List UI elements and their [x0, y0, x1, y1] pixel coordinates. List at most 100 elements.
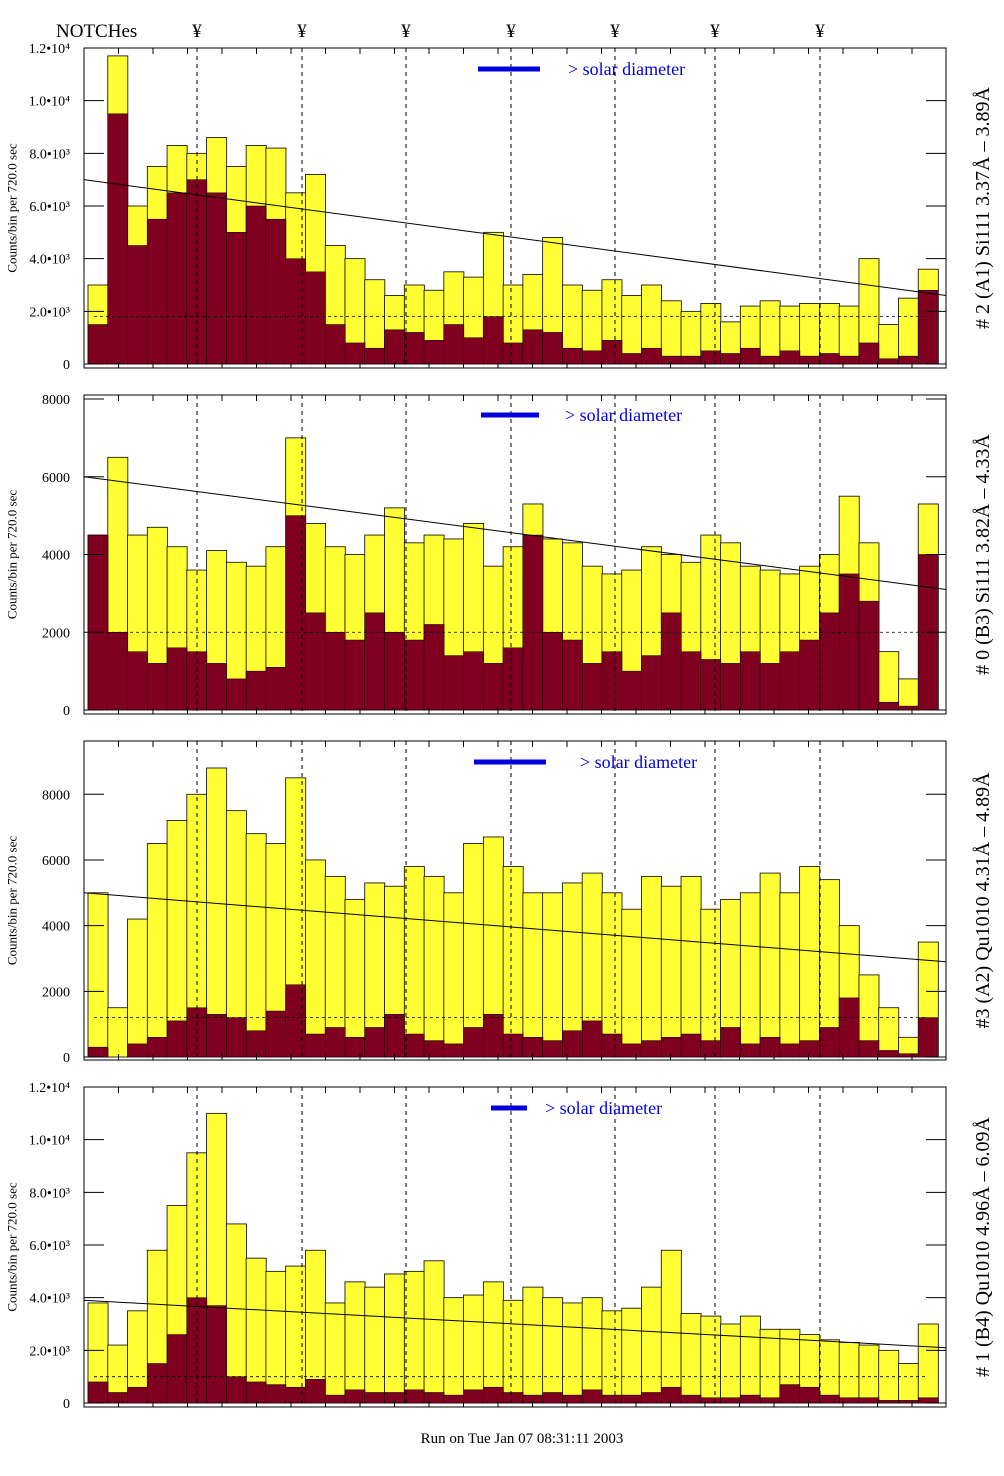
subset-bar [226, 1376, 247, 1404]
subset-bar [680, 651, 702, 711]
panel-1: 0 2000 4000 6000 8000 > solar diameter Counts/… [5, 393, 995, 719]
subset-bar [601, 1394, 623, 1404]
subset-bar [384, 632, 405, 711]
subset-bar [206, 192, 227, 365]
subset-bar [680, 355, 702, 365]
subset-bar [680, 1394, 702, 1404]
subset-bar [562, 1394, 583, 1404]
subset-bar [423, 340, 445, 365]
trend-line [83, 892, 947, 963]
total-bar [759, 1328, 781, 1404]
legend-label: > solar diameter [580, 752, 697, 772]
total-bar [759, 300, 781, 365]
subset-bar [443, 1394, 465, 1404]
subset-bar [107, 113, 129, 365]
total-bar [305, 859, 326, 1058]
total-bar [641, 1286, 662, 1404]
y-tick-label: 1.0•10⁴ [29, 95, 70, 110]
plot-frame [83, 47, 947, 369]
subset-bar [858, 1040, 880, 1058]
total-bar [898, 1363, 919, 1404]
subset-bar [799, 355, 820, 365]
subset-bar [799, 1386, 820, 1404]
subset-bar [404, 332, 425, 365]
subset-bar [601, 651, 623, 711]
subset-bar [799, 1040, 820, 1058]
subset-bar [720, 353, 741, 365]
subset-bar [779, 1043, 801, 1058]
subset-bar [483, 1014, 504, 1058]
total-bar [601, 1310, 623, 1404]
total-bar [87, 892, 109, 1058]
subset-bar [838, 355, 860, 365]
subset-bar [147, 1363, 168, 1404]
subset-bar [324, 1394, 346, 1404]
subset-bar [542, 1392, 563, 1404]
subset-bar [285, 258, 306, 365]
total-bar [463, 843, 485, 1058]
y-axis-label: Counts/bin per 720.0 sec [5, 490, 20, 619]
subset-bar [265, 218, 287, 365]
subset-bar [166, 647, 188, 711]
subset-bar [759, 663, 781, 711]
subset-bar [285, 984, 306, 1058]
subset-bar [661, 1037, 682, 1058]
y-tick-label: 6000 [42, 854, 70, 869]
subset-bar [305, 1033, 326, 1058]
total-bar [146, 843, 168, 1058]
total-bar [107, 1007, 129, 1058]
total-bar [344, 898, 366, 1058]
total-bar [324, 1302, 346, 1404]
y-tick-label: 4.0•10³ [29, 1292, 70, 1307]
subset-bar [898, 705, 919, 711]
subset-bar [285, 515, 306, 711]
subset-bar [858, 600, 880, 711]
total-bar [739, 892, 761, 1058]
total-bar [878, 324, 900, 365]
y-tick-label: 2000 [42, 985, 70, 1000]
subset-bar [344, 1037, 366, 1058]
y-tick-label: 2000 [42, 626, 70, 641]
subset-bar [147, 663, 168, 711]
subset-bar [621, 670, 643, 711]
subset-bar [759, 355, 781, 365]
subset-bar [443, 1043, 465, 1058]
subset-bar [166, 192, 188, 365]
notch-marker: ¥ [297, 21, 307, 42]
subset-bar [127, 651, 148, 711]
total-bar [364, 1286, 386, 1404]
total-bar [838, 305, 860, 365]
panel-3: 0 2.0•10³ 4.0•10³ 6.0•10³ 8.0•10³ 1.0•10⁴ 1.2•… [5, 1081, 995, 1412]
total-bar [443, 892, 465, 1058]
subset-bar [364, 1027, 386, 1058]
subset-bar [226, 678, 247, 711]
subset-bar [265, 666, 287, 711]
subset-bar [661, 355, 682, 365]
subset-bar [206, 1014, 227, 1058]
subset-bar [680, 1033, 702, 1058]
subset-bar [344, 639, 366, 711]
subset-bar [463, 651, 484, 711]
y-tick-label: 1.2•10⁴ [29, 42, 70, 57]
total-bar [463, 1294, 485, 1404]
subset-bar [463, 337, 484, 365]
total-bar [423, 1260, 445, 1404]
total-bar [265, 1270, 287, 1404]
panel-title: # 2 (A1) Si111 3.37Å – 3.89Å [972, 87, 994, 329]
subset-bar [601, 340, 623, 365]
panel-title: #3 (A2) Qu1010 4.31Å – 4.89Å [972, 772, 994, 1029]
subset-bar [305, 612, 326, 711]
subset-bar [621, 1394, 643, 1404]
total-bar [917, 1323, 939, 1404]
subset-bar [522, 329, 544, 365]
subset-bar [226, 1017, 247, 1058]
subset-bar [562, 639, 583, 711]
subset-bar [423, 1392, 445, 1404]
notch-marker: ¥ [192, 21, 202, 42]
y-tick-label: 0 [63, 1051, 70, 1066]
subset-bar [661, 1386, 682, 1404]
subset-bar [799, 639, 820, 711]
subset-bar [779, 651, 801, 711]
subset-bar [502, 1392, 524, 1404]
